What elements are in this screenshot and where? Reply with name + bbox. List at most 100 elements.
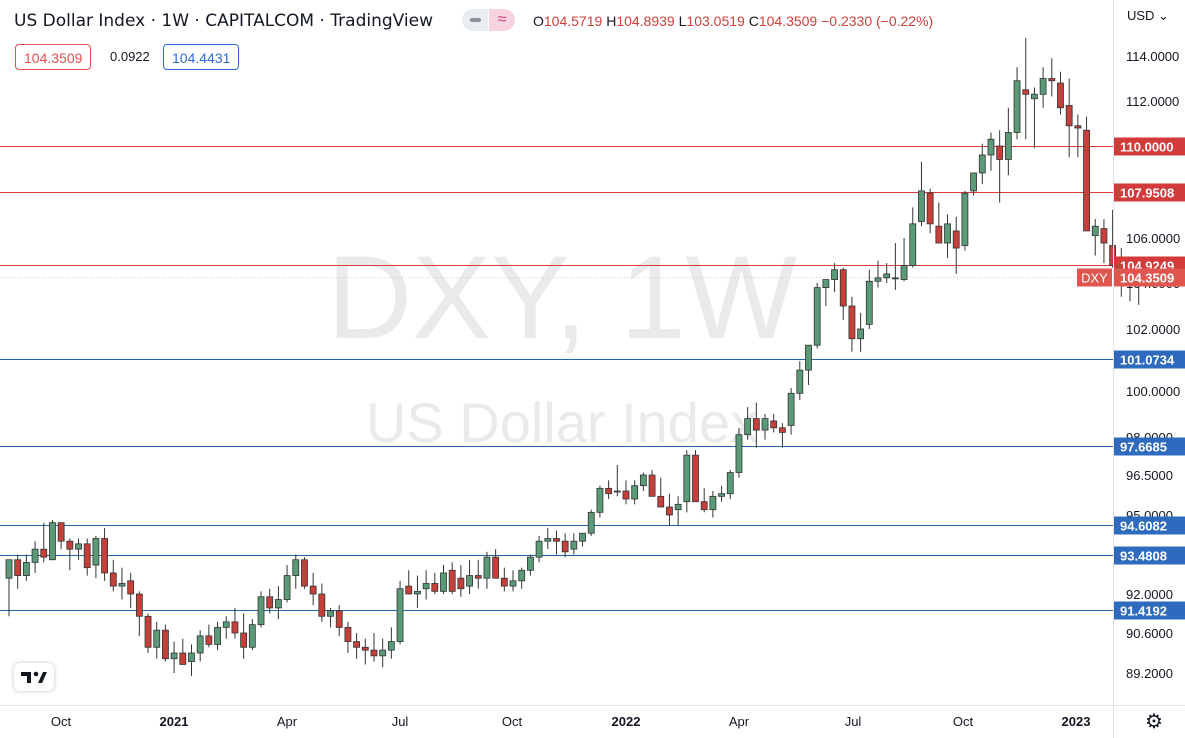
candle: [674, 496, 682, 526]
candle-body: [205, 635, 213, 645]
candle-body: [222, 621, 230, 628]
candle: [952, 216, 960, 274]
candle-body: [248, 624, 256, 648]
candle: [1109, 209, 1117, 268]
x-tick-label: 2023: [1062, 714, 1091, 729]
candle-body: [1022, 89, 1030, 95]
candle-body: [831, 269, 838, 280]
candle-body: [66, 540, 74, 550]
candle-body: [387, 641, 395, 651]
candle-body: [414, 590, 421, 595]
candles: [5, 38, 1143, 676]
candle: [396, 580, 404, 645]
candle-body: [83, 543, 91, 569]
high-value: 104.8939: [616, 13, 675, 29]
candle-body: [1048, 78, 1056, 82]
candle: [900, 238, 908, 282]
candle: [805, 344, 812, 386]
candle-body: [909, 223, 917, 266]
candle: [31, 541, 39, 573]
candle: [214, 621, 221, 651]
ohlc-readout: O104.5719 H104.8939 L103.0519 C104.3509 …: [533, 13, 933, 29]
candle-body: [622, 490, 630, 500]
candle-body: [474, 575, 482, 579]
y-tick-label: 106.0000: [1126, 231, 1180, 246]
candle: [570, 533, 578, 555]
candle-body: [579, 532, 586, 542]
gear-icon[interactable]: ⚙: [1145, 711, 1163, 733]
candle-body: [1074, 125, 1082, 129]
candle: [1048, 58, 1056, 97]
candle: [309, 572, 317, 606]
watermark-symbol: DXY, 1W: [327, 232, 797, 364]
candle-body: [492, 556, 500, 579]
candle-body: [718, 493, 725, 497]
candle-body: [874, 277, 882, 282]
candle-body: [162, 629, 169, 660]
candle-body: [666, 506, 673, 516]
candle-body: [509, 580, 517, 587]
candle: [831, 263, 838, 293]
candle: [622, 480, 630, 505]
candle: [40, 522, 48, 563]
candle-body: [535, 540, 543, 558]
currency-selector[interactable]: USD ⌄: [1127, 8, 1169, 23]
candle-body: [935, 225, 943, 244]
candle: [327, 607, 334, 628]
close-label: C: [748, 13, 759, 29]
candle-body: [75, 543, 82, 550]
compare-icon[interactable]: [462, 9, 488, 31]
time-scale[interactable]: Oct 2021 Apr Jul Oct 2022 Apr Jul Oct 2023: [51, 714, 1091, 729]
candle-body: [996, 145, 1004, 160]
candle: [101, 527, 108, 581]
indicator-toggle[interactable]: ≈: [462, 9, 518, 31]
candle-body: [978, 154, 986, 174]
candle-body: [318, 593, 326, 617]
candle: [170, 641, 178, 673]
candle: [666, 493, 673, 526]
candle-body: [405, 585, 413, 595]
candle-body: [266, 596, 274, 609]
candle-body: [40, 548, 48, 558]
candle: [891, 243, 899, 290]
symbol-tag-label: DXY: [1081, 271, 1108, 286]
candle-body: [396, 588, 404, 642]
candle: [553, 530, 560, 555]
candle-body: [118, 583, 126, 587]
y-tick-label: 89.2000: [1126, 666, 1173, 681]
candle-body: [761, 418, 769, 431]
candle: [613, 465, 621, 497]
candle-body: [109, 572, 117, 587]
candle: [196, 630, 204, 662]
tradingview-logo-icon[interactable]: [14, 663, 54, 691]
buy-price-button[interactable]: 104.4431: [163, 44, 240, 70]
candle: [857, 312, 865, 352]
candle: [318, 583, 326, 622]
candle-body: [31, 548, 39, 563]
candle: [248, 619, 256, 651]
candle-body: [153, 629, 161, 648]
level-tag-label: 107.9508: [1120, 186, 1174, 201]
candle: [274, 586, 282, 620]
candle-body: [648, 474, 656, 497]
candle-body: [944, 223, 951, 244]
sell-price-button[interactable]: 104.3509: [15, 44, 92, 70]
spread-value: 0.0922: [110, 49, 150, 64]
candle: [1013, 67, 1021, 140]
change-value: −0.2330 (−0.22%): [821, 13, 934, 29]
candle: [135, 591, 143, 636]
y-tick-label: 114.0000: [1126, 49, 1179, 64]
candle: [996, 130, 1004, 203]
resistance-level-tag: [1114, 183, 1185, 202]
low-value: 103.0519: [686, 13, 745, 29]
candle: [75, 538, 82, 560]
y-tick-label: 90.6000: [1126, 626, 1173, 641]
wave-icon[interactable]: ≈: [489, 9, 515, 31]
candle-body: [952, 230, 960, 249]
candle-body: [726, 472, 734, 495]
candle-body: [301, 559, 308, 587]
x-tick-label: Apr: [277, 714, 298, 729]
candle: [700, 488, 708, 513]
candle-body: [309, 585, 317, 595]
